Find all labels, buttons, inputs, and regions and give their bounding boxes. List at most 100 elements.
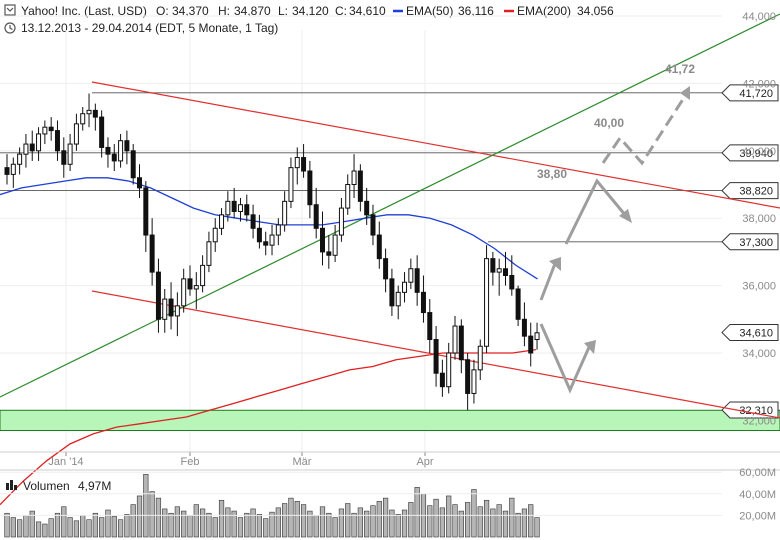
- candle-body: [17, 153, 23, 165]
- volume-bar: [237, 517, 244, 538]
- level-label-box: [721, 401, 779, 419]
- candle-body: [370, 214, 376, 236]
- x-tick-label: Jan '14: [48, 456, 83, 468]
- header-close-value: 34,610: [349, 4, 386, 18]
- candle-body: [61, 150, 67, 165]
- ema200-legend-value: 34,056: [577, 4, 614, 18]
- forecast-arrows: 41,72 40,00 38,80: [537, 62, 695, 394]
- chart-header: Yahoo! Inc. (Last, USD) O: 34,370 H: 34,…: [4, 4, 614, 35]
- volume-bar: [231, 510, 237, 538]
- candle-body: [187, 278, 193, 290]
- candle-body: [143, 187, 149, 236]
- volume-bar: [10, 517, 16, 538]
- candle-body: [502, 268, 508, 276]
- candle-body: [231, 200, 237, 212]
- candle-body: [509, 274, 515, 290]
- candle-body: [313, 204, 319, 229]
- forecast-arrowhead: [584, 340, 596, 354]
- ema200-legend-label: EMA(200): [517, 4, 571, 18]
- forecast-target-label: 41,72: [665, 62, 695, 76]
- candle-body: [250, 214, 256, 229]
- candle-body: [225, 200, 231, 216]
- candle-body: [338, 207, 344, 236]
- candle-body: [155, 271, 161, 320]
- volume-tick-label: 20,00M: [739, 510, 776, 522]
- candle-body: [263, 241, 269, 246]
- x-tick-label: Apr: [416, 456, 433, 468]
- volume-bar: [111, 516, 117, 538]
- y-tick-label: 32,000: [742, 415, 776, 427]
- candle-body: [269, 234, 275, 246]
- volume-bar: [4, 512, 10, 538]
- volume-icon-bar-2: [10, 480, 13, 490]
- volume-bar: [483, 499, 490, 538]
- candle-body: [465, 359, 471, 394]
- volume-bar: [35, 521, 42, 538]
- header-low-value: 34,120: [292, 4, 329, 18]
- candle-body: [439, 372, 445, 388]
- x-tick-label: Mär: [293, 456, 312, 468]
- y-axis: 44,000 42,000 40,000 38,000 36,000 34,000 32,0…: [742, 11, 776, 427]
- volume-bar: [86, 519, 92, 538]
- candle-body: [376, 234, 382, 260]
- header-high-value: 34,870: [234, 4, 271, 18]
- forecast-path-dashed: [601, 92, 689, 166]
- volume-bar: [80, 515, 86, 538]
- candle-body: [408, 268, 414, 283]
- candle-body: [219, 214, 225, 229]
- volume-bar: [149, 491, 155, 538]
- level-label-box: [721, 84, 779, 102]
- candle-body: [124, 140, 130, 152]
- candle-body: [168, 298, 174, 317]
- candle-body: [193, 285, 199, 290]
- volume-bar: [332, 517, 338, 538]
- y-tick-label: 36,000: [742, 281, 776, 293]
- level-label: 34,610: [739, 327, 773, 339]
- volume-bar: [370, 505, 376, 538]
- volume-bar: [515, 512, 521, 538]
- candle-body: [326, 251, 332, 256]
- clock-hands: [9, 25, 13, 31]
- candle-body: [427, 312, 433, 341]
- forecast-path-dip: [539, 323, 592, 394]
- volume-icon-bar-3: [14, 485, 17, 490]
- candle-body: [111, 153, 117, 162]
- volume-bar: [136, 495, 143, 538]
- y-tick-label: 44,000: [742, 11, 776, 23]
- forecast-path-pullback: [564, 178, 628, 245]
- settings-icon[interactable]: [4, 4, 16, 16]
- candle-body: [420, 291, 426, 314]
- volume-bar: [206, 512, 212, 538]
- candle-body: [200, 264, 206, 287]
- header-symbol: Yahoo! Inc. (Last, USD): [21, 4, 147, 18]
- horizontal-levels: 41,720 39,940 38,820 37,300 34,610 32,310: [0, 84, 779, 419]
- volume-bar: [382, 497, 389, 538]
- candle-body: [490, 258, 496, 273]
- volume-bar: [439, 507, 445, 538]
- volume-bar: [17, 519, 23, 538]
- candle-body: [357, 170, 363, 202]
- volume-bar: [73, 520, 80, 538]
- ema50-line: [0, 177, 538, 280]
- volume-bar: [288, 497, 294, 538]
- support-zone: [0, 409, 780, 432]
- forecast-target-label: 38,80: [537, 167, 567, 181]
- volume-bar: [509, 497, 515, 538]
- level-label: 32,310: [739, 405, 773, 417]
- forecast-arrowhead: [680, 86, 690, 100]
- volume-panel: Volumen 4,97M 60,00M 40,00M 20,00M: [0, 467, 780, 538]
- volume-bar: [502, 510, 509, 538]
- volume-bar: [162, 508, 168, 538]
- volume-bar: [117, 519, 124, 538]
- level-label: 39,940: [739, 148, 773, 160]
- volume-axis: 60,00M 40,00M 20,00M: [0, 467, 776, 522]
- candle-body: [383, 258, 389, 280]
- candle-body: [351, 170, 357, 186]
- volume-bar: [67, 517, 73, 538]
- level-label-box: [721, 323, 779, 341]
- volume-bar: [534, 517, 540, 538]
- volume-bar: [42, 523, 48, 538]
- volume-bar: [528, 504, 534, 538]
- volume-bar: [376, 501, 382, 538]
